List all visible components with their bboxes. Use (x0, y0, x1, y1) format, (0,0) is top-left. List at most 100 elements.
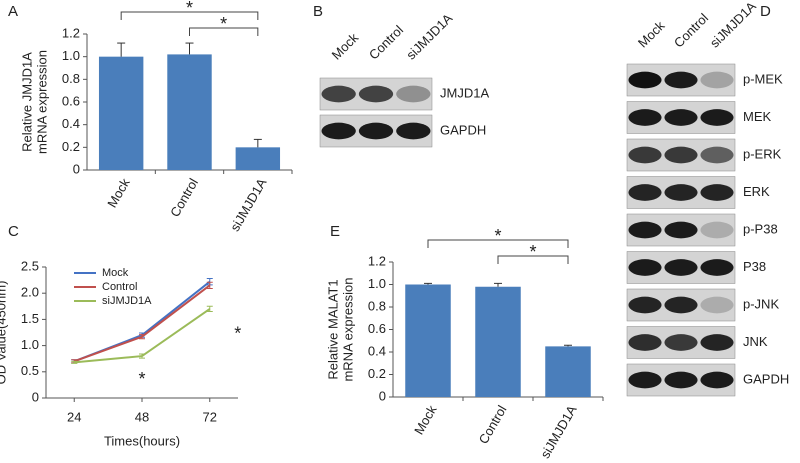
y-tick-label: 1.0 (368, 276, 386, 291)
x-axis-label: Times(hours) (104, 433, 180, 448)
x-tick-label: Mock (411, 402, 440, 437)
y-tick-label: 0.8 (368, 298, 386, 313)
error-bar (71, 360, 78, 364)
y-tick-label: 0.6 (62, 93, 80, 108)
significance-bracket (497, 255, 569, 264)
lane-label: siJMJD1A (403, 10, 455, 62)
legend-label: Control (102, 281, 137, 293)
y-tick-label: 0.6 (368, 321, 386, 336)
blot-band (664, 221, 698, 239)
band-label: GAPDH (440, 122, 486, 137)
blot-band (700, 371, 734, 389)
y-tick-label: 0 (379, 388, 386, 403)
panel-label: B (313, 3, 323, 20)
x-tick-label: Mock (104, 175, 133, 210)
error-bar (206, 305, 213, 313)
x-tick-label: siJMJD1A (537, 402, 579, 460)
y-tick-label: 0.8 (62, 71, 80, 86)
blot-band (396, 122, 431, 140)
y-tick-label: 0.2 (62, 139, 80, 154)
blot-band (628, 146, 662, 164)
blot-band (664, 371, 698, 389)
blot-band (700, 259, 734, 276)
blot-band (628, 334, 662, 351)
y-tick-label: 1.2 (368, 253, 386, 268)
blot-band (700, 146, 734, 164)
blot-band (664, 259, 698, 276)
y-tick-label: 0 (73, 161, 80, 176)
bar (167, 54, 212, 170)
band-label: P38 (743, 259, 766, 274)
y-tick-label: 1.0 (62, 48, 80, 63)
lane-label: Control (366, 22, 406, 62)
band-label: JNK (743, 334, 768, 349)
y-tick-label: 0 (32, 389, 39, 404)
y-tick-label: 1.0 (21, 337, 39, 352)
blot-band (664, 334, 698, 351)
blot-band (700, 109, 734, 126)
lane-label: siJMJD1A (707, 0, 759, 51)
band-label: ERK (743, 184, 770, 199)
x-tick-label: 48 (135, 409, 149, 424)
band-label: p-MEK (743, 71, 783, 86)
blot-band (358, 122, 394, 140)
panel-label: D (760, 3, 771, 20)
blot-band (628, 71, 662, 89)
y-tick-label: 0.5 (21, 363, 39, 378)
significance-bracket (120, 11, 259, 20)
blot-band (664, 146, 698, 164)
lane-label: Mock (329, 30, 362, 63)
blot-band (700, 71, 734, 89)
blot-band (664, 296, 698, 314)
panel-label: E (330, 223, 340, 240)
blot-band (628, 221, 662, 239)
significance-label: * (529, 242, 536, 262)
error-bar (139, 353, 145, 359)
blot-band (700, 334, 734, 351)
series-line (73, 280, 211, 363)
error-bar (139, 334, 145, 340)
blot-band (664, 184, 698, 201)
significance-label: * (220, 14, 227, 34)
legend-label: siJMJD1A (102, 295, 152, 307)
blot-band (358, 85, 394, 103)
significance-label: * (234, 324, 241, 344)
band-label: p-JNK (743, 296, 779, 311)
panel-label: C (8, 223, 19, 240)
blot-band (321, 85, 356, 103)
blot-band (628, 184, 662, 201)
y-tick-label: 0.4 (368, 343, 386, 358)
y-axis-label: Relative JMJD1A (19, 52, 34, 152)
bar (98, 56, 144, 170)
band-label: JMJD1A (440, 85, 489, 100)
x-tick-label: 24 (67, 409, 81, 424)
significance-bracket (427, 239, 569, 248)
panel-label: A (8, 3, 18, 20)
band-label: p-ERK (743, 146, 782, 161)
error-bar (206, 281, 213, 289)
blot-band (628, 259, 662, 276)
blot-band (700, 296, 734, 314)
blot-band (628, 296, 662, 314)
x-tick-label: siJMJD1A (227, 175, 269, 233)
y-tick-label: 0.2 (368, 366, 386, 381)
band-label: MEK (743, 109, 772, 124)
significance-label: * (494, 226, 501, 246)
blot-band (664, 71, 698, 89)
x-tick-label: 72 (203, 409, 217, 424)
y-tick-label: 1.2 (62, 25, 80, 40)
lane-label: Control (671, 10, 711, 50)
y-tick-label: 0.4 (62, 116, 80, 131)
blot-band (628, 371, 662, 389)
x-tick-label: Control (167, 176, 201, 220)
bar (545, 346, 591, 397)
y-axis-label: OD Value(450nm) (0, 281, 8, 385)
band-label: p-P38 (743, 221, 778, 236)
bar (405, 284, 451, 397)
y-axis-label: mRNA expression (340, 277, 355, 381)
significance-bracket (189, 27, 259, 36)
y-tick-label: 2.0 (21, 285, 39, 300)
blot-band (321, 122, 356, 140)
legend-label: Mock (102, 267, 129, 279)
